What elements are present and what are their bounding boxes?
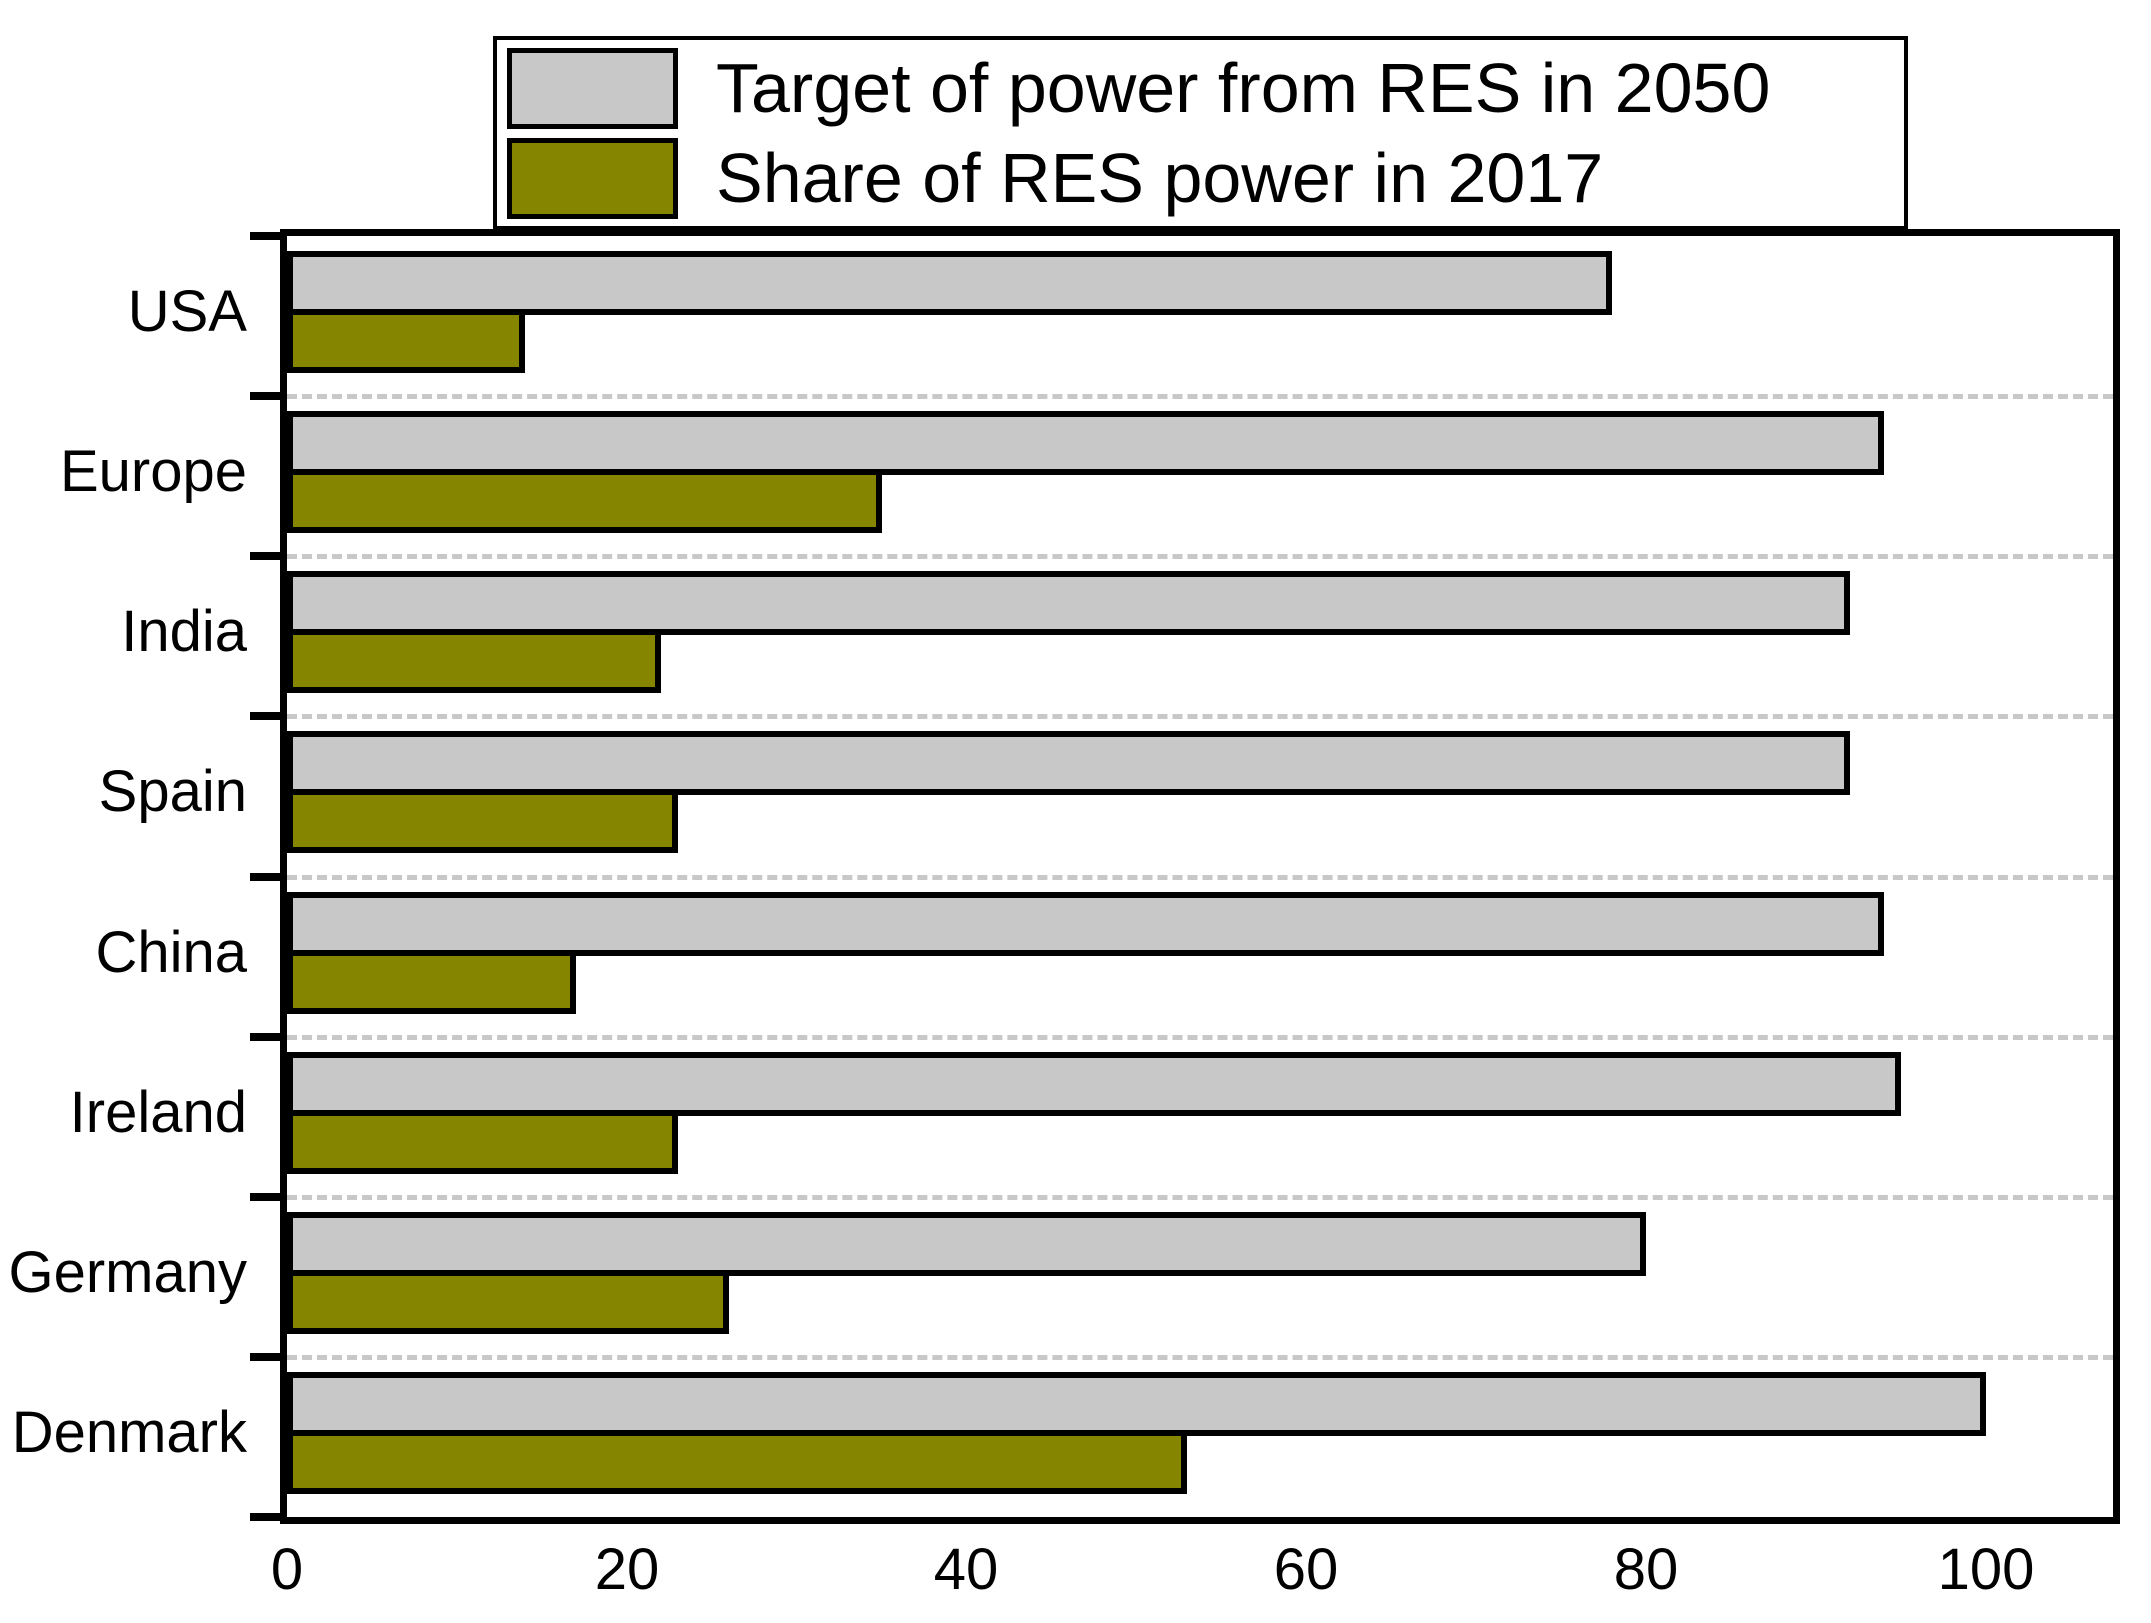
legend-entry-target-2050: Target of power from RES in 2050 <box>507 43 1904 133</box>
legend-label-share-2017: Share of RES power in 2017 <box>716 139 1604 217</box>
bar-target-2050-usa <box>287 251 1612 315</box>
category-separator-gridline <box>287 554 2113 559</box>
y-axis-tick <box>250 712 281 720</box>
category-separator-gridline <box>287 1355 2113 1360</box>
category-label-germany: Germany <box>8 1240 247 1305</box>
category-label-denmark: Denmark <box>11 1400 247 1465</box>
bar-target-2050-ireland <box>287 1052 1901 1116</box>
bar-share-2017-spain <box>287 789 678 853</box>
bar-share-2017-china <box>287 950 576 1014</box>
bar-share-2017-denmark <box>287 1430 1187 1494</box>
y-axis-tick <box>250 1033 281 1041</box>
category-separator-gridline <box>287 1195 2113 1200</box>
bar-share-2017-europe <box>287 469 882 533</box>
y-axis-tick <box>250 1193 281 1201</box>
x-tick-label-20: 20 <box>594 1537 660 1602</box>
bar-share-2017-ireland <box>287 1110 678 1174</box>
plot-area <box>280 229 2120 1524</box>
bar-target-2050-china <box>287 892 1884 956</box>
bar-share-2017-germany <box>287 1270 729 1334</box>
category-separator-gridline <box>287 1035 2113 1040</box>
bar-share-2017-usa <box>287 309 525 373</box>
legend-entry-share-2017: Share of RES power in 2017 <box>507 133 1904 223</box>
y-axis-tick <box>250 1353 281 1361</box>
bar-target-2050-india <box>287 571 1850 635</box>
y-axis-tick <box>250 873 281 881</box>
bar-target-2050-europe <box>287 411 1884 475</box>
category-label-usa: USA <box>127 279 247 344</box>
y-axis-tick <box>250 1513 281 1521</box>
y-axis-tick <box>250 552 281 560</box>
y-axis-tick <box>250 392 281 400</box>
bar-target-2050-spain <box>287 731 1850 795</box>
legend-swatch-target-2050-icon <box>507 47 678 129</box>
x-tick-label-40: 40 <box>933 1537 999 1602</box>
category-separator-gridline <box>287 875 2113 880</box>
category-label-ireland: Ireland <box>69 1080 247 1145</box>
category-label-china: China <box>95 920 247 985</box>
category-label-europe: Europe <box>59 439 247 504</box>
category-separator-gridline <box>287 394 2113 399</box>
bar-target-2050-denmark <box>287 1372 1986 1436</box>
bar-target-2050-germany <box>287 1212 1646 1276</box>
bar-share-2017-india <box>287 629 661 693</box>
category-label-india: India <box>121 599 247 664</box>
legend: Target of power from RES in 2050 Share o… <box>493 36 1908 230</box>
x-tick-label-80: 80 <box>1613 1537 1679 1602</box>
category-label-spain: Spain <box>98 759 247 824</box>
x-tick-label-60: 60 <box>1273 1537 1339 1602</box>
x-tick-label-0: 0 <box>270 1537 304 1602</box>
legend-label-target-2050: Target of power from RES in 2050 <box>716 49 1771 127</box>
y-axis-tick <box>250 232 281 240</box>
x-tick-label-100: 100 <box>1937 1537 2035 1602</box>
legend-swatch-share-2017-icon <box>507 137 678 219</box>
category-separator-gridline <box>287 714 2113 719</box>
